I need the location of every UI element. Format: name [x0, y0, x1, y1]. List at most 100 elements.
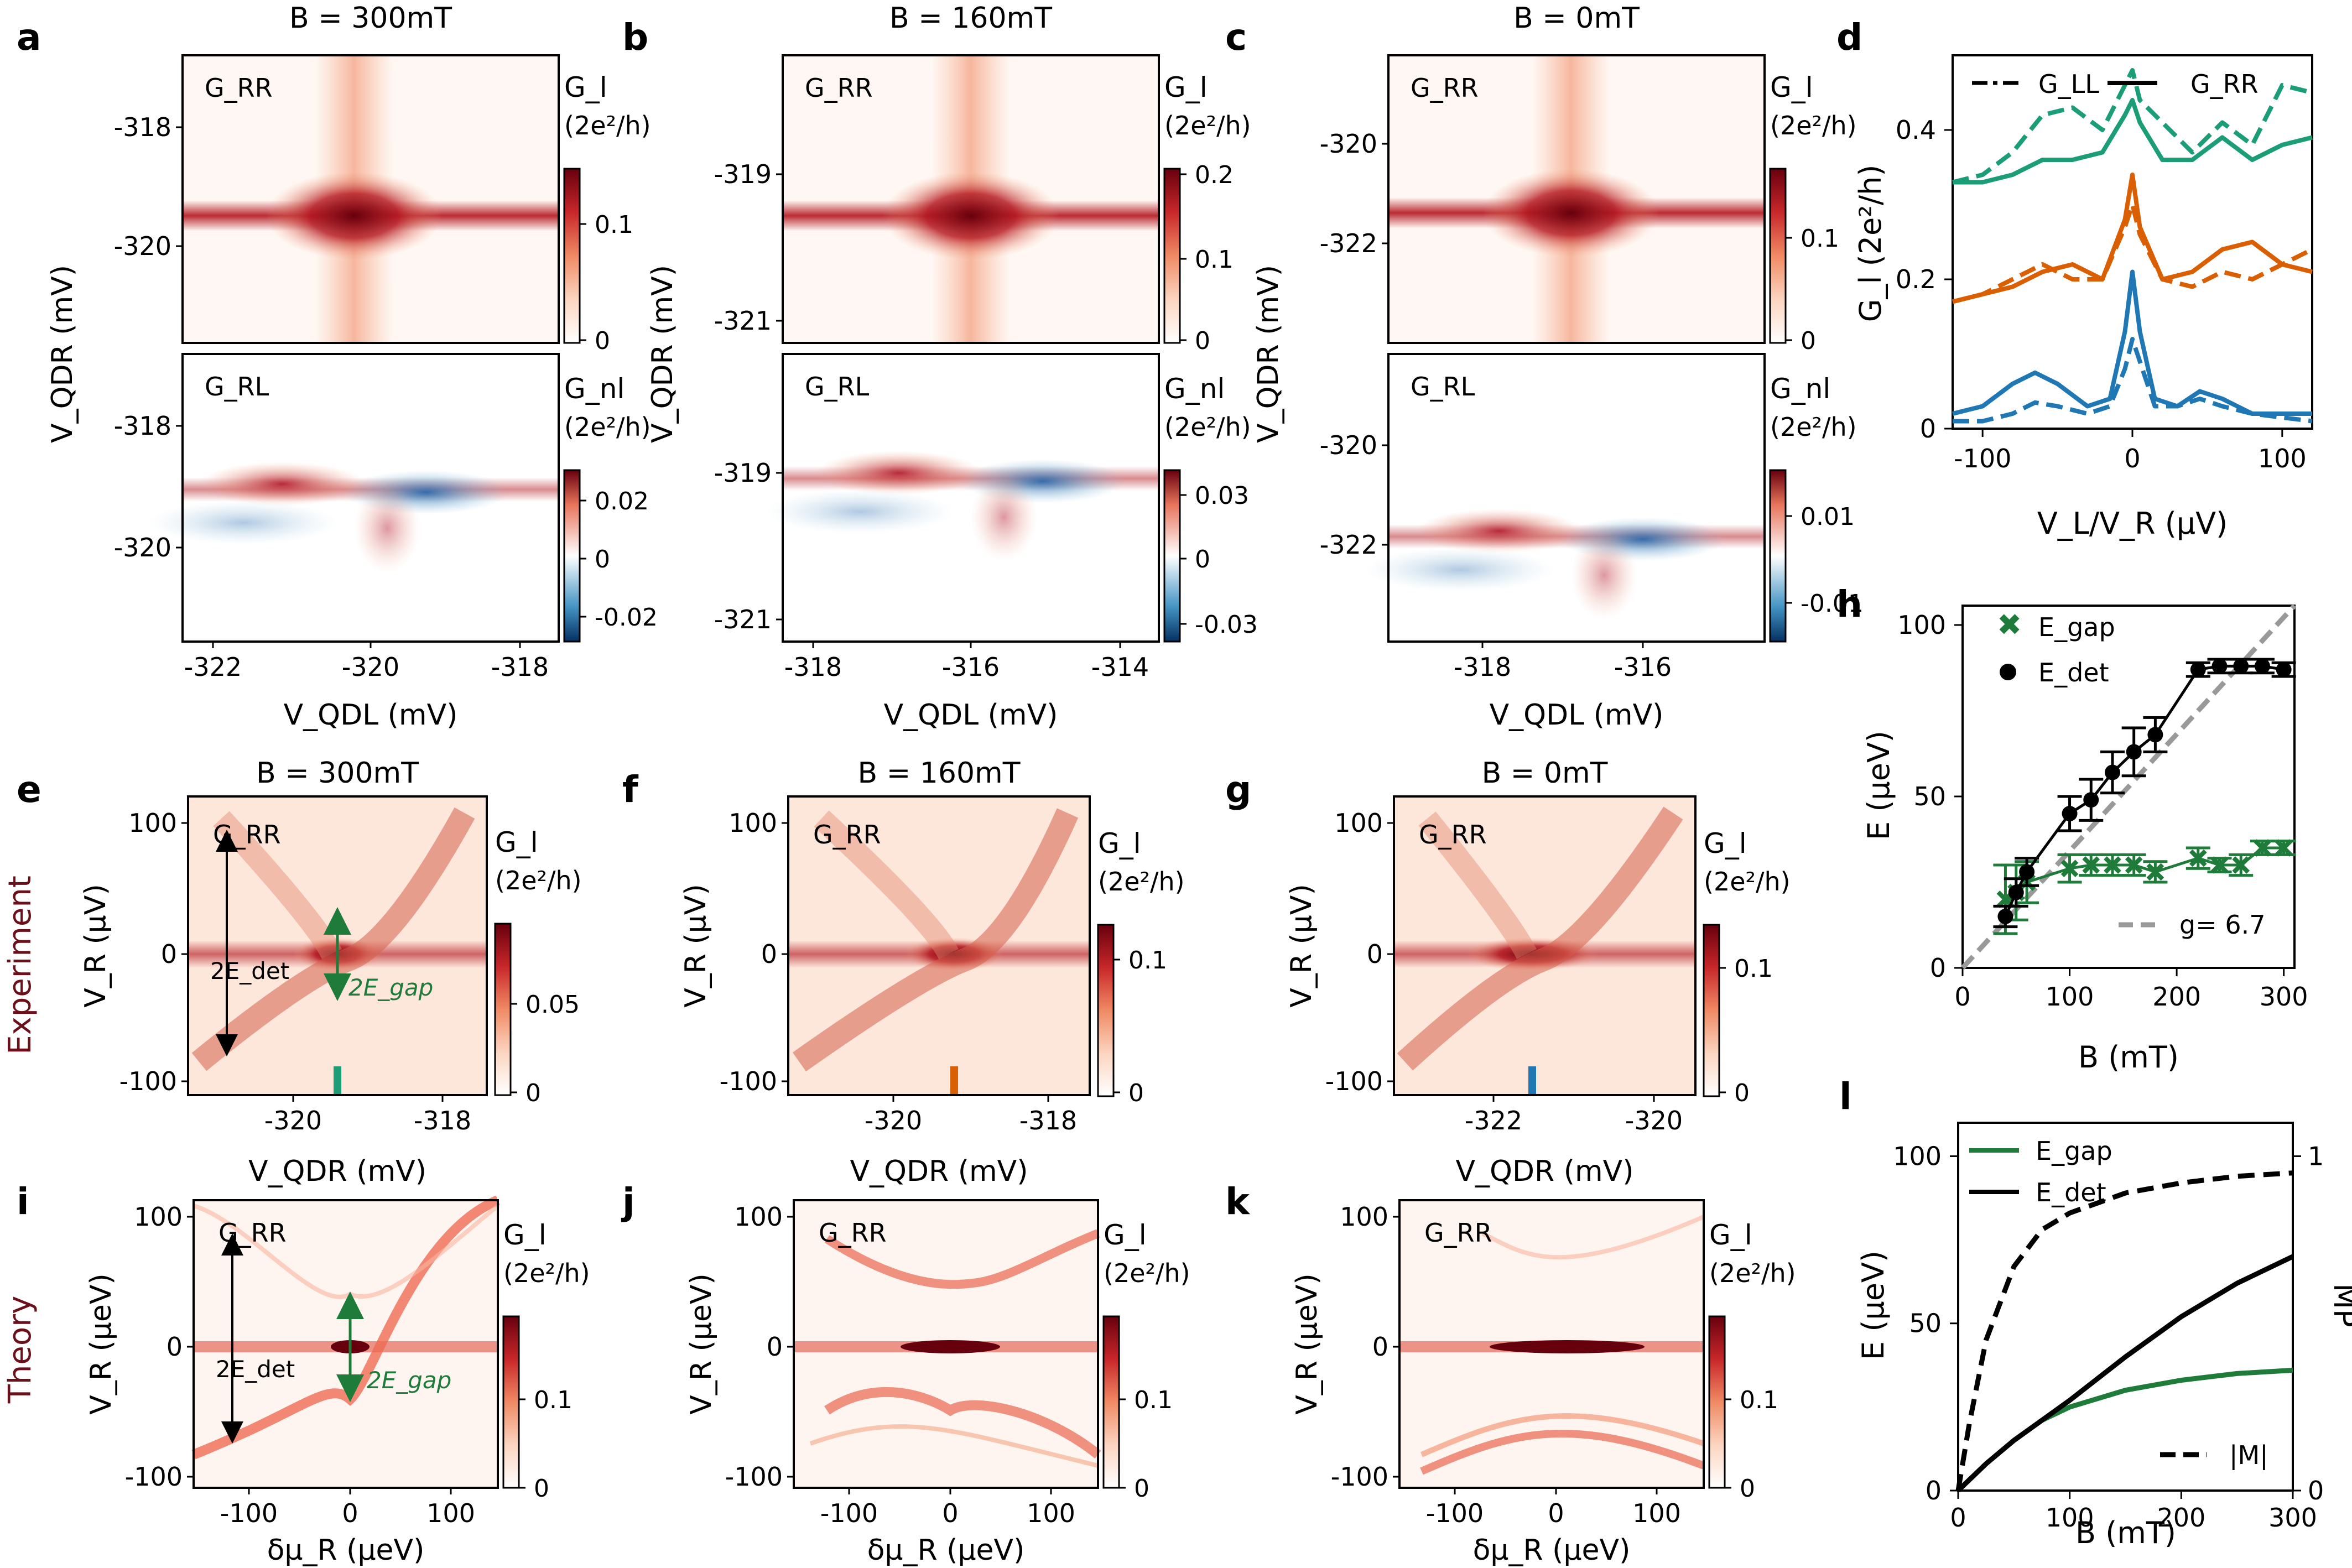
data-point-egap — [2210, 856, 2229, 874]
plot-frame-h — [1961, 605, 2296, 969]
annot-2edet: 2E_det — [210, 957, 289, 984]
map-b-bottom-yticklabel: -321 — [714, 605, 772, 634]
colorbar-a-bottom-ticklabel: 0.02 — [595, 487, 649, 515]
map-f-yticklabel: -100 — [720, 1066, 777, 1096]
ylabel-l: E (μeV) — [1856, 1251, 1891, 1360]
map-k-yticklabel: 0 — [1372, 1332, 1388, 1362]
data-point-egap — [2189, 849, 2207, 867]
map-label-i: G_RR — [218, 1218, 287, 1248]
plot-frame-l — [1957, 1122, 2294, 1492]
nonlocal-negative-lobe — [766, 489, 954, 534]
map-e-yticklabel: -100 — [119, 1066, 177, 1096]
map-g-xticklabel: -320 — [1625, 1106, 1683, 1135]
h-yticklabel: 0 — [1930, 953, 1946, 983]
colorbar-j — [1102, 1315, 1120, 1489]
xlabel-j: δμ_R (µeV) — [867, 1534, 1025, 1567]
map-a-xticklabel: -318 — [491, 652, 549, 682]
map-k-xticklabel: 0 — [1548, 1498, 1564, 1528]
colorbar-b-bottom — [1163, 469, 1181, 643]
nonlocal-positive-lobe — [199, 462, 365, 506]
row-label-experiment: Experiment — [2, 876, 38, 1055]
ylabel-f: V_R (µV) — [679, 884, 712, 1007]
legend-h-gap-marker: ✖ — [1997, 607, 2022, 642]
nonlocal-negative-lobe — [149, 501, 337, 545]
legend-d-grr: G_RR — [2190, 69, 2259, 99]
h-xticklabel: 300 — [2260, 982, 2308, 1012]
panel-letter-k: k — [1225, 1180, 1251, 1223]
nonlocal-positive-lobe — [354, 484, 420, 572]
map-label-e: G_RR — [213, 820, 281, 850]
colorbar-c-top-ticklabel: 0 — [1801, 327, 1816, 355]
ylabel-j: V_R (µeV) — [685, 1273, 718, 1414]
colorbar-g-ticklabel: 0.1 — [1734, 955, 1773, 983]
ylabel-i: V_R (µeV) — [85, 1273, 118, 1414]
data-point-edet — [2083, 792, 2099, 808]
legend-l-det: E_det — [2036, 1178, 2106, 1207]
dot-position-marker — [950, 1066, 958, 1094]
map-f-xticklabel: -320 — [865, 1106, 922, 1135]
panel-title-f: B = 160mT — [858, 757, 1021, 790]
colorbar-i-ticklabel: 0 — [534, 1475, 549, 1503]
map-g-yticklabel: 0 — [1367, 939, 1383, 969]
row-label-theory: Theory — [2, 1296, 38, 1404]
andreev-branch — [1420, 1430, 1705, 1475]
panel-d: d -100 0 100 0 0.2 0.4 G_LL G_RR V_L/V_R (µV)… — [1836, 16, 2313, 541]
map-i-yticklabel: 100 — [134, 1202, 183, 1232]
legend-h-det-marker — [2000, 664, 2016, 680]
map-diagonal-feature — [1418, 811, 1537, 960]
colorbar-a-top-ticklabel: 0 — [595, 327, 610, 355]
colorbar-a-bottom-label2: (2e²/h) — [564, 412, 651, 442]
data-point-edet — [2233, 658, 2249, 674]
map-a-xticklabel: -322 — [184, 652, 242, 682]
colorbar-e-label2: (2e²/h) — [495, 866, 582, 895]
ylabel-a: V_QDR (mV) — [46, 265, 79, 443]
map-label-f: G_RR — [813, 820, 881, 850]
colorbar-c-top-label2: (2e²/h) — [1770, 111, 1857, 140]
panel-f: f B = 160mT G_RR 100 0 -100 -320 -318 V_QDR (mV)… — [622, 757, 1185, 1188]
l-xticklabel: 200 — [2157, 1503, 2205, 1533]
data-point-edet — [2190, 661, 2206, 678]
map-label-b-bottom: G_RL — [805, 372, 870, 402]
panel-letter-g: g — [1225, 768, 1251, 811]
map-i-yticklabel: -100 — [125, 1462, 183, 1492]
colorbar-b-bottom-ticklabel: -0.03 — [1195, 611, 1258, 639]
legend-h-g: g= 6.7 — [2179, 910, 2266, 940]
map-hotspot — [266, 171, 443, 260]
data-point-edet — [2211, 658, 2228, 674]
data-point-egap — [2060, 859, 2079, 878]
colorbar-c-bottom-label1: G_nl — [1770, 373, 1830, 405]
data-point-edet — [2019, 864, 2035, 880]
panel-title-c: B = 0mT — [1513, 2, 1640, 35]
andreev-branch — [1481, 1215, 1705, 1260]
map-frame — [793, 1199, 1099, 1489]
colorbar-a-bottom — [563, 469, 581, 643]
ylabel-k: V_R (µeV) — [1291, 1273, 1324, 1414]
colorbar-a-bottom-ticklabel: -0.02 — [595, 603, 658, 632]
map-b-top-yticklabel: -319 — [714, 159, 772, 189]
colorbar-j-label1: G_l — [1104, 1219, 1147, 1251]
data-point-edet — [2008, 884, 2024, 900]
map-j-yticklabel: 100 — [734, 1202, 783, 1232]
map-label-a-bottom: G_RL — [205, 372, 269, 402]
panel-letter-j: j — [621, 1180, 635, 1223]
map-c-bottom-yticklabel: -322 — [1320, 530, 1377, 560]
annot-2edet: 2E_det — [216, 1356, 295, 1383]
xlabel-i: δμ_R (µeV) — [267, 1534, 425, 1567]
colorbar-c-top-label1: G_l — [1770, 71, 1813, 103]
series-line-g_rr-0mt — [1952, 269, 2312, 416]
h-xticklabel: 100 — [2046, 982, 2094, 1012]
xlabel-a: V_QDL (mV) — [284, 699, 458, 732]
map-i-yticklabel: 0 — [166, 1332, 183, 1362]
nonlocal-positive-lobe — [1416, 509, 1582, 553]
series-line-g_ll-300mt — [1952, 68, 2313, 185]
xlabel-k: δμ_R (µeV) — [1473, 1534, 1631, 1567]
ylabel-d: G_l (2e²/h) — [1853, 165, 1888, 322]
map-c-top-yticklabel: -320 — [1320, 129, 1377, 159]
colorbar-f-label2: (2e²/h) — [1098, 867, 1185, 897]
map-b-xticklabel: -314 — [1091, 652, 1149, 682]
data-point-edet — [2104, 764, 2120, 780]
map-c-bottom-yticklabel: -320 — [1320, 430, 1377, 460]
panel-letter-b: b — [622, 16, 648, 59]
h-xticklabel: 0 — [1954, 982, 1970, 1012]
